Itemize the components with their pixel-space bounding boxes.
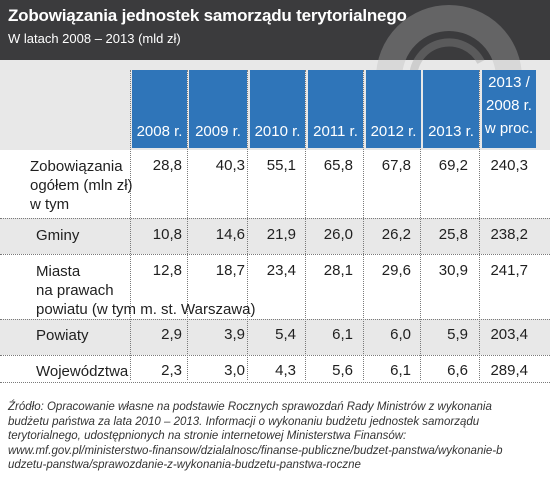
source-line: Źródło: Opracowanie własne na podstawie … [8,401,492,413]
table-cell: 4,3 [275,362,296,379]
row-label-line: w tym [30,196,70,213]
table-cell: 28,1 [323,262,353,279]
row-divider [0,319,550,320]
chart-title: Zobowiązania jednostek samorządu terytor… [8,6,407,25]
table-cell: 30,9 [438,262,468,279]
table-cell: 2,9 [161,326,182,343]
table-cell: 6,6 [447,362,468,379]
row-label: Zobowiązania ogółem (mln zł) w tym [30,157,133,214]
table-cell: 3,9 [224,326,245,343]
row-label: Miasta na prawach powiatu (w tym m. st. Wa… [36,262,255,319]
table-cell: 6,0 [390,326,411,343]
column-divider [420,70,421,380]
row-label-line: Gminy [36,227,80,244]
table-cell: 23,4 [266,262,296,279]
row-divider [0,254,550,255]
table-cell: 289,4 [490,362,528,379]
table-cell: 5,6 [332,362,353,379]
column-header-text: w proc. [484,120,534,137]
table-cell: 6,1 [332,326,353,343]
column-header-text: 2010 r. [254,123,301,140]
chart-subtitle: W latach 2008 – 2013 (mld zł) [8,31,181,46]
row-label-line: Zobowiązania [30,158,123,175]
column-divider [305,70,306,380]
column-header: 2009 r. [189,70,247,148]
row-label-line: Miasta [36,263,81,280]
column-header-text: 2012 r. [370,123,417,140]
row-label: Powiaty [36,326,89,345]
row-divider [0,382,550,383]
column-header-text: 2013 / [488,74,530,91]
circle-swirl-logo-icon [376,5,522,78]
column-header: 2011 r. [308,70,363,148]
table-cell: 241,7 [490,262,528,279]
table-cell: 65,8 [323,157,353,174]
row-band-powiaty [0,319,550,355]
table-cell: 2,3 [161,362,182,379]
table-cell: 18,7 [215,262,245,279]
table-cell: 240,3 [490,157,528,174]
table-cell: 6,1 [390,362,411,379]
column-divider [187,70,188,380]
table-cell: 10,8 [152,226,182,243]
column-header-text: 2011 r. [313,123,358,140]
row-label-line: Powiaty [36,327,89,344]
table-cell: 12,8 [152,262,182,279]
column-header-text: 2009 r. [195,123,241,140]
column-divider [479,70,480,380]
column-header: 2008 r. [132,70,187,148]
source-line: terytorialnego, udostępnionych na stroni… [8,430,407,443]
table-cell: 3,0 [224,362,245,379]
source-line: udzetu-panstwa/sprawozdanie-z-wykonania-… [8,459,361,472]
table-cell: 28,8 [152,157,182,174]
table-cell: 203,4 [490,326,528,343]
table-cell: 55,1 [266,157,296,174]
table-cell: 5,9 [447,326,468,343]
table-cell: 14,6 [215,226,245,243]
table-cell: 26,2 [381,226,411,243]
source-note: Źródło: Opracowanie własne na podstawie … [8,400,543,473]
title-bar: Zobowiązania jednostek samorządu terytor… [0,0,550,60]
column-divider [130,70,131,380]
row-divider [0,355,550,356]
source-line: budżetu państwa za lata 2010 – 2013. Inf… [8,415,480,428]
row-label-line: powiatu (w tym m. st. Warszawa) [36,301,256,318]
column-header: 2010 r. [250,70,305,148]
row-label: Gminy [36,226,79,245]
column-header-text: 2008 r. [136,123,183,140]
column-divider [247,70,248,380]
row-divider [0,218,550,219]
column-header: 2013 r. [423,70,479,148]
table-cell: 69,2 [438,157,468,174]
source-line: www.mf.gov.pl/ministerstwo-finansow/dzia… [8,444,503,457]
table-cell: 67,8 [381,157,411,174]
row-band-gminy [0,218,550,254]
row-label: Województwa [36,362,128,381]
table-cell: 5,4 [275,326,296,343]
column-header-text: 2013 r. [428,123,474,140]
column-header: 2012 r. [366,70,421,148]
row-label-line: na prawach [36,282,114,299]
row-label-line: ogółem (mln zł) [30,177,133,194]
column-divider [363,70,364,380]
table-cell: 29,6 [381,262,411,279]
table-cell: 40,3 [215,157,245,174]
column-header-text: 2008 r. [486,97,532,114]
row-label-line: Województwa [36,363,129,380]
table-cell: 238,2 [490,226,528,243]
table-cell: 26,0 [323,226,353,243]
table-cell: 25,8 [438,226,468,243]
column-header: 2013 / 2008 r. w proc. [482,70,536,148]
table-cell: 21,9 [266,226,296,243]
